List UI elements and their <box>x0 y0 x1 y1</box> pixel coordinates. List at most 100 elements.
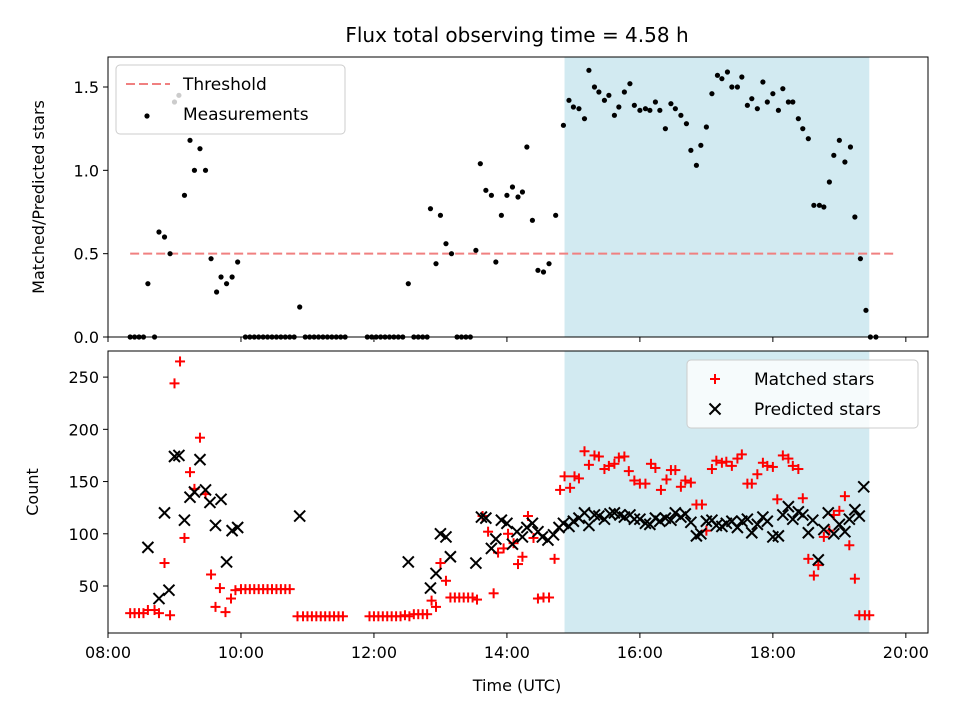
predicted-star-point <box>853 509 866 523</box>
matched-star-point <box>440 575 451 586</box>
predicted-star-point <box>162 583 176 597</box>
matched-star-point <box>818 531 829 542</box>
predicted-legend-label: Predicted stars <box>754 400 881 420</box>
matched-star-point <box>220 607 231 618</box>
ratio-legend-box <box>115 64 346 135</box>
matched-star-point <box>787 460 798 471</box>
predicted-star-point <box>848 503 862 516</box>
measurement-point <box>570 104 577 110</box>
matched-star-point <box>706 464 717 475</box>
measurement-point <box>842 159 848 165</box>
measurement-point <box>729 84 735 90</box>
measurement-point <box>515 194 521 200</box>
matched-star-point <box>864 610 875 621</box>
measurements-legend-label: Measurements <box>183 105 309 125</box>
matched-star-point <box>565 482 576 493</box>
predicted-star-point <box>475 510 488 524</box>
matched-star-point <box>593 451 604 462</box>
predicted-star-point <box>822 506 835 520</box>
y-tick-label: 100 <box>68 525 99 544</box>
measurement-point <box>647 107 653 113</box>
ratio-legend: Threshold Measurements <box>115 64 346 135</box>
matched-star-point <box>716 457 727 468</box>
predicted-star-point <box>402 555 415 569</box>
predicted-star-point <box>639 517 652 530</box>
measurement-point <box>218 274 224 280</box>
measurement-point <box>187 137 193 143</box>
y-tick-label: 50 <box>79 577 99 596</box>
matched-star-point <box>808 570 819 581</box>
predicted-star-point <box>203 496 217 509</box>
matched-star-point <box>721 456 732 467</box>
matched-star-point <box>783 453 794 464</box>
matched-star-point <box>230 585 241 596</box>
measurement-point <box>560 122 567 128</box>
predicted-star-point <box>833 518 846 531</box>
matched-star-point <box>179 532 190 543</box>
measurement-point <box>488 192 495 198</box>
measurement-point <box>427 206 434 212</box>
measurement-point <box>181 192 188 198</box>
x-tick-label: 18:00 <box>750 643 796 662</box>
matched-star-point <box>169 378 180 389</box>
measurement-point <box>405 281 411 287</box>
matched-star-point <box>752 469 763 480</box>
matched-star-point <box>483 526 494 537</box>
measurement-point <box>621 89 627 95</box>
matched-star-point <box>772 494 783 505</box>
measurement-point <box>764 99 770 105</box>
predicted-star-point <box>812 553 825 567</box>
measurement-point <box>591 84 598 90</box>
predicted-star-point <box>772 529 785 543</box>
measurement-point <box>297 304 303 310</box>
x-tick-label: 08:00 <box>85 643 131 662</box>
y-tick-label: 250 <box>68 368 99 387</box>
matched-star-point <box>603 460 614 471</box>
matched-star-point <box>629 475 640 486</box>
measurement-point <box>652 99 659 105</box>
matched-star-point <box>589 450 600 461</box>
predicted-star-point <box>802 526 815 539</box>
count-legend-box <box>686 359 919 429</box>
count-y-ticks: 50 100 150 200 250 <box>68 368 108 596</box>
matched-star-point <box>284 584 295 595</box>
measurement-point <box>770 91 776 97</box>
measurement-point <box>235 259 241 265</box>
matched-star-point <box>175 356 186 367</box>
measurement-point <box>213 289 220 295</box>
measurement-point <box>760 79 766 85</box>
measurement-point <box>477 161 483 167</box>
ratio-panel: 0.0 0.5 1.0 1.5 Matched/Predicted stars Thr… <box>29 56 929 347</box>
predicted-star-point <box>838 525 852 538</box>
predicted-star-point <box>293 509 306 523</box>
predicted-star-point <box>684 516 698 529</box>
count-x-ticks: 08:00 10:00 12:00 14:00 16:00 18:00 20:00 <box>85 633 929 662</box>
measurement-point <box>606 92 612 98</box>
matched-star-point <box>214 583 225 594</box>
matched-star-point <box>797 493 808 504</box>
matched-legend-marker <box>710 374 720 384</box>
matched-star-point <box>573 473 584 484</box>
measurement-point <box>473 247 479 253</box>
matched-star-point <box>404 611 415 622</box>
predicted-star-point <box>745 526 759 539</box>
predicted-star-point <box>582 519 596 532</box>
predicted-star-point <box>603 507 617 521</box>
matched-legend-swatch <box>710 374 720 384</box>
measurement-point <box>831 152 837 158</box>
predicted-star-point <box>469 556 483 570</box>
measurement-point <box>821 204 827 210</box>
predicted-star-point <box>158 506 171 520</box>
predicted-star-point <box>188 485 201 499</box>
measurement-point <box>863 307 869 313</box>
matched-star-point <box>767 461 778 472</box>
matched-star-point <box>153 608 164 619</box>
matched-star-point <box>834 505 845 516</box>
predicted-star-point <box>843 512 856 526</box>
y-tick-label: 200 <box>68 420 99 439</box>
measurement-point <box>535 267 541 273</box>
predicted-star-point <box>193 453 207 466</box>
predicted-star-point <box>141 541 155 554</box>
x-tick-label: 16:00 <box>617 643 663 662</box>
matched-star-point <box>579 446 590 457</box>
